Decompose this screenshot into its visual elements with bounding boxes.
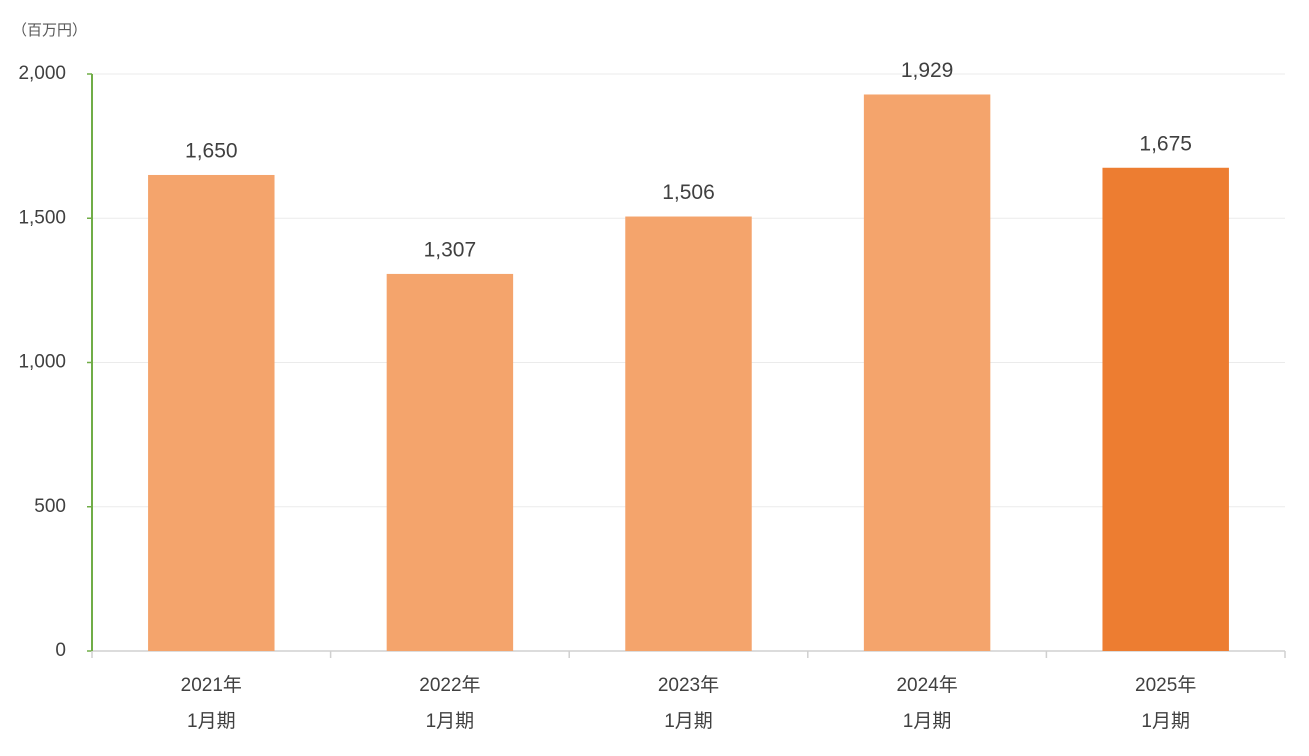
y-tick-label: 500 xyxy=(34,496,66,517)
x-tick-label: 2025年 xyxy=(1135,674,1196,696)
bar xyxy=(148,174,275,651)
x-tick-label: 1月期 xyxy=(903,710,952,732)
x-tick-label: 1月期 xyxy=(187,710,236,732)
bar xyxy=(625,216,752,652)
bar xyxy=(863,94,991,651)
x-tick-label: 1月期 xyxy=(426,710,475,732)
value-label: 1,929 xyxy=(901,59,954,82)
y-tick-label: 0 xyxy=(55,640,66,661)
y-tick-label: 2,000 xyxy=(18,63,66,84)
x-tick-label: 1月期 xyxy=(1141,710,1190,732)
x-tick-label: 1月期 xyxy=(664,710,713,732)
y-axis-unit: （百万円） xyxy=(12,22,87,39)
value-label: 1,650 xyxy=(185,140,238,163)
value-label: 1,307 xyxy=(424,238,477,261)
x-tick-label: 2023年 xyxy=(658,674,719,696)
value-label: 1,675 xyxy=(1139,132,1192,155)
x-tick-label: 2021年 xyxy=(181,674,242,696)
value-label: 1,506 xyxy=(662,181,715,204)
x-tick-label: 2022年 xyxy=(419,674,480,696)
bar xyxy=(386,273,514,651)
y-tick-label: 1,500 xyxy=(18,207,66,228)
y-tick-label: 1,000 xyxy=(18,352,66,373)
x-tick-label: 2024年 xyxy=(896,674,957,696)
bar xyxy=(1102,167,1229,651)
